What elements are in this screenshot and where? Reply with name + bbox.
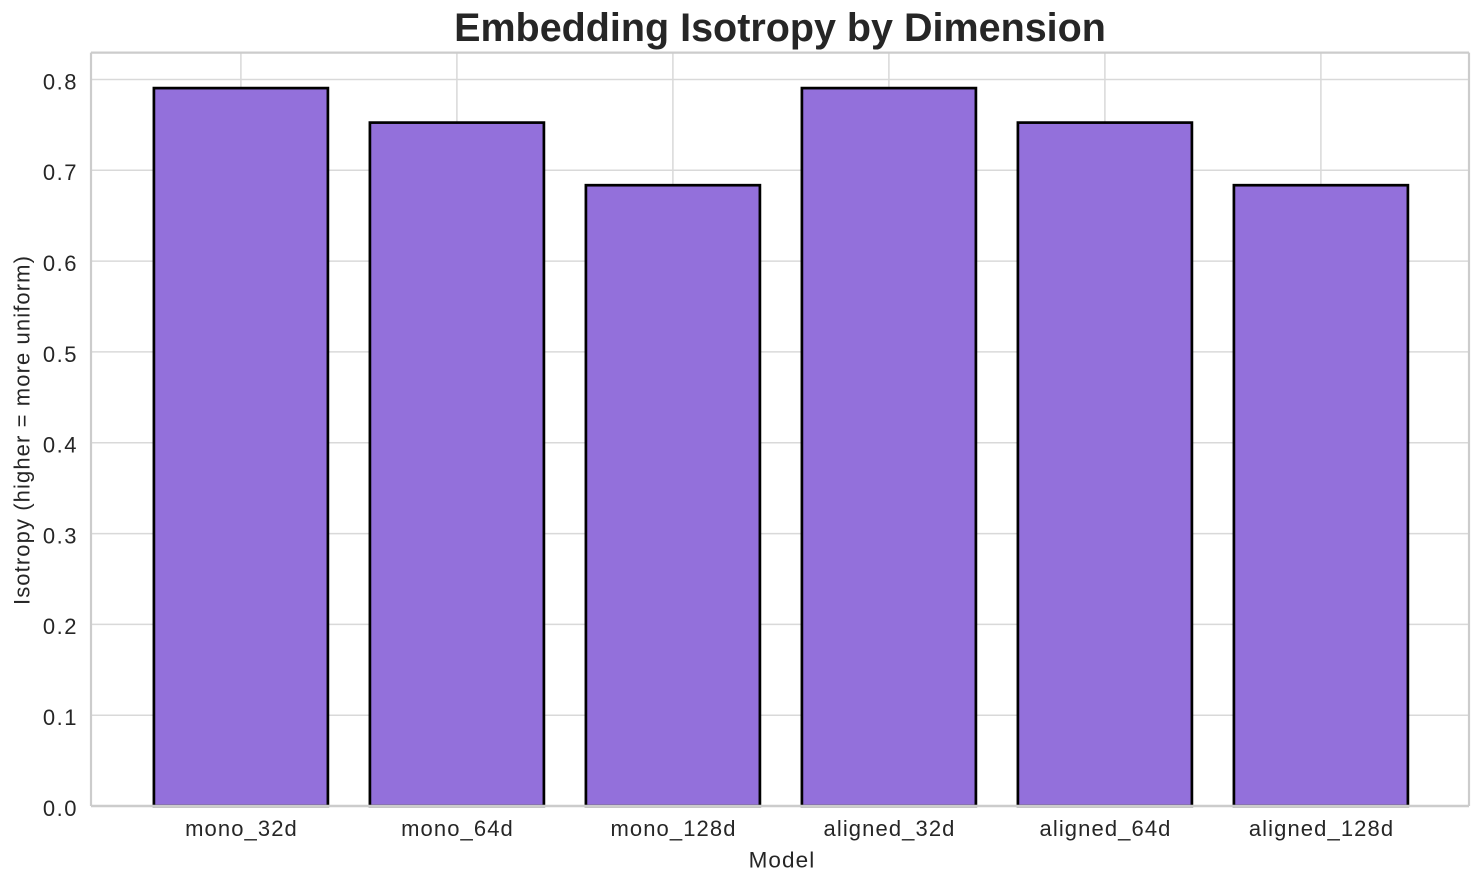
svg-text:mono_64d: mono_64d [401,816,514,841]
svg-text:0.1: 0.1 [43,705,78,730]
svg-text:0.4: 0.4 [43,433,78,458]
svg-text:Model: Model [749,848,816,873]
svg-text:0.2: 0.2 [43,614,78,639]
svg-text:0.6: 0.6 [43,251,78,276]
svg-text:0.8: 0.8 [43,69,78,94]
svg-text:aligned_128d: aligned_128d [1249,816,1394,841]
svg-text:0.7: 0.7 [43,160,78,185]
svg-text:mono_128d: mono_128d [610,816,736,841]
svg-text:0.5: 0.5 [43,342,78,367]
svg-text:Embedding Isotropy by Dimensio: Embedding Isotropy by Dimension [454,6,1106,50]
svg-text:aligned_64d: aligned_64d [1040,816,1172,841]
svg-text:Isotropy (higher = more unifor: Isotropy (higher = more uniform) [10,255,35,605]
svg-text:0.3: 0.3 [43,523,78,548]
svg-text:aligned_32d: aligned_32d [824,816,956,841]
svg-text:mono_32d: mono_32d [185,816,298,841]
svg-text:0.0: 0.0 [43,796,78,821]
